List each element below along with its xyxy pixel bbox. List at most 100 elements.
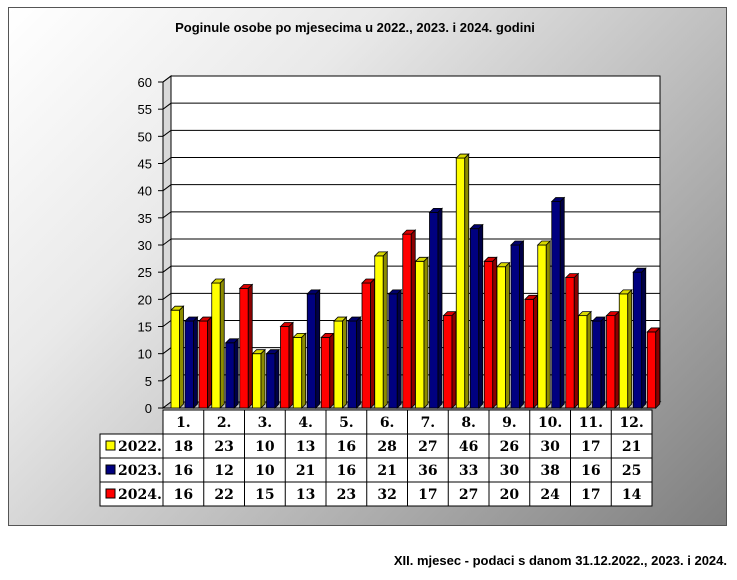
x-tick-label: 1. [176,415,191,431]
bar-side [641,267,647,409]
bar-side [533,294,538,409]
bar-side [627,288,633,409]
bar [550,196,566,409]
bar-front [306,293,317,409]
y-tick-label: 35 [138,211,152,226]
bar-front [388,293,398,409]
data-label: 33 [459,463,478,479]
bar-side [207,316,212,409]
y-tick-label: 45 [138,157,152,172]
chart-title: Poginule osobe po mjesecima u 2022., 202… [175,20,535,35]
bar [442,310,457,409]
x-tick-label: 5. [339,415,354,431]
bar [347,316,362,409]
bar-front [632,271,643,409]
footer-note: XII. mjesec - podaci s danom 31.12.2022.… [393,553,727,568]
data-label: 30 [540,439,560,455]
bar-side [464,153,470,409]
bar-side [247,283,253,409]
bar-side [274,348,280,409]
bar-front [455,157,466,409]
bar [210,278,226,409]
bar-side [423,256,429,409]
bar-side [586,310,592,409]
bar-front [239,288,249,409]
x-tick-label: 10. [538,415,562,431]
bar [387,288,403,409]
data-label: 27 [459,487,478,503]
bar-front [225,342,235,409]
bar-side [655,326,661,409]
bar-side [545,240,551,409]
bar-side [382,250,388,409]
bar-side [288,321,294,409]
data-label: 25 [622,463,641,479]
bar [198,316,213,409]
data-label: 46 [459,439,478,455]
bar-side [301,332,307,409]
gridline [162,102,660,110]
bar-front [347,320,357,409]
bar [292,332,307,409]
bar-front [374,255,384,409]
bar-side [396,288,402,409]
bar [361,278,376,409]
table-body-bg [99,433,653,507]
bar-side [260,348,266,409]
legend-label: 2023. [118,463,162,479]
bar [251,348,266,409]
data-label: 16 [581,463,600,479]
bar [605,310,620,409]
x-tick-label: 8. [461,415,476,431]
legend-label: 2022. [118,439,162,455]
legend-swatch [105,464,116,475]
data-label: 21 [377,463,396,479]
bar-side [219,278,225,409]
bar-side [233,337,239,409]
x-tick-label: 4. [298,415,313,431]
bar [373,250,389,409]
bar [306,288,321,409]
bar [632,267,647,409]
bar-front [537,244,547,409]
bar-front [483,260,494,409]
data-label: 26 [500,439,519,455]
legend-swatch [105,488,116,499]
bar-front [252,353,262,409]
bar-front [443,315,453,409]
bar [646,326,661,409]
bar-side [600,316,606,409]
bar-side [505,261,510,409]
bar-front [646,331,657,409]
bar [414,256,429,409]
bar-side [559,196,565,409]
gridline [162,211,660,219]
bar-side [179,305,184,409]
y-tick-label: 60 [138,75,152,90]
data-label: 38 [540,463,559,479]
y-tick-label: 55 [138,102,152,117]
bar [265,348,280,409]
data-label: 36 [418,463,437,479]
data-label: 10 [255,439,275,455]
x-tick-label: 3. [258,415,273,431]
bar-side [614,310,620,409]
gridline [162,129,660,137]
bar-side [492,256,498,409]
y-tick-label: 25 [138,265,152,280]
bar [170,305,185,409]
bar-front [565,277,575,409]
data-label: 16 [174,487,193,503]
bar [510,240,525,409]
bar [279,321,294,409]
x-tick-label: 6. [380,415,395,431]
bar-side [410,229,416,409]
y-tick-label: 15 [138,320,152,335]
data-label: 27 [418,439,437,455]
data-label: 13 [296,487,315,503]
bar-side [370,278,375,409]
bar-front [469,228,480,409]
bar-front [184,320,194,409]
bar-side [451,310,457,409]
